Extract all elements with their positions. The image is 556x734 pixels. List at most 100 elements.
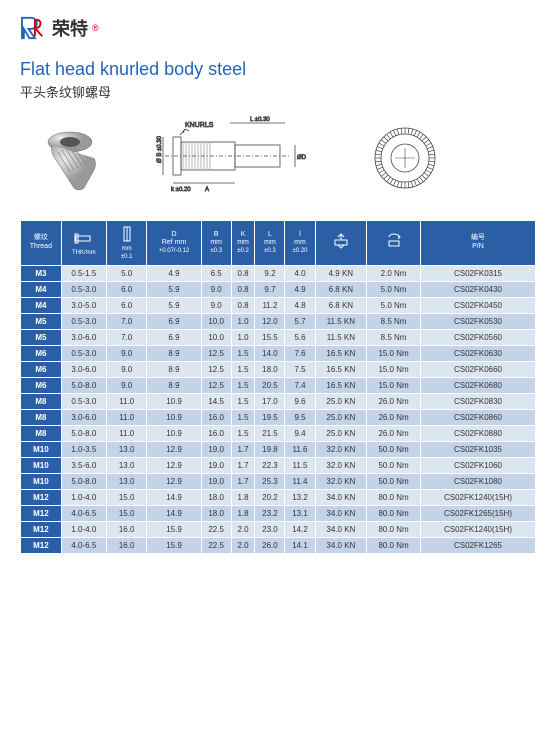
cell: 10.0 [201, 329, 231, 345]
cell: 12.9 [147, 457, 201, 473]
cell: 16.0 [106, 537, 146, 553]
cell: M8 [21, 409, 62, 425]
cell: M10 [21, 473, 62, 489]
col-header-3: DRef mm+0.07/-0.12 [147, 221, 201, 266]
cell: 5.0 Nm [367, 281, 421, 297]
cell: 15.0 Nm [367, 345, 421, 361]
cell: M12 [21, 505, 62, 521]
table-row: M124.0-6.515.014.918.01.823.213.134.0 KN… [21, 505, 536, 521]
cell: 21.5 [255, 425, 285, 441]
cell: 7.0 [106, 313, 146, 329]
cell: 10.9 [147, 425, 201, 441]
svg-text:A: A [205, 187, 209, 193]
cell: 16.5 KN [315, 361, 367, 377]
cell: 19.0 [201, 473, 231, 489]
cell: 5.0-8.0 [61, 425, 106, 441]
table-row: M101.0-3.513.012.919.01.719.811.632.0 KN… [21, 441, 536, 457]
cell: 1.0-4.0 [61, 521, 106, 537]
cell: 4.0-6.5 [61, 537, 106, 553]
brand-trademark: ® [92, 23, 99, 33]
cell: 14.9 [147, 489, 201, 505]
cell: CS02FK1080 [420, 473, 535, 489]
cell: 19.0 [201, 441, 231, 457]
cell: M5 [21, 313, 62, 329]
cell: 13.0 [106, 441, 146, 457]
cell: 9.2 [255, 265, 285, 281]
diagram-section: KNURLS L ±0.30 Ø B ±0.30 ØD k ±0.20 A [155, 115, 335, 200]
cell: 3.0-6.0 [61, 329, 106, 345]
cell: 9.6 [285, 393, 315, 409]
cell: 19.5 [255, 409, 285, 425]
brand-logo: 荣特 ® [20, 15, 536, 41]
spec-table: 螺纹ThreadTHK/mmmm±0.1DRef mm+0.07/-0.12Bm… [20, 220, 536, 554]
cell: 8.5 Nm [367, 313, 421, 329]
cell: 32.0 KN [315, 441, 367, 457]
cell: 34.0 KN [315, 537, 367, 553]
cell: 80.0 Nm [367, 489, 421, 505]
cell: M12 [21, 537, 62, 553]
table-row: M65.0-8.09.08.912.51.520.57.416.5 KN15.0… [21, 377, 536, 393]
cell: 15.0 Nm [367, 377, 421, 393]
table-row: M103.5-6.013.012.919.01.722.311.532.0 KN… [21, 457, 536, 473]
cell: 10.0 [201, 313, 231, 329]
cell: 1.7 [231, 457, 255, 473]
cell: 15.0 [106, 505, 146, 521]
cell: M4 [21, 281, 62, 297]
col-header-5: Kmm±0.2 [231, 221, 255, 266]
cell: 9.0 [106, 361, 146, 377]
cell: 18.0 [201, 489, 231, 505]
cell: 20.5 [255, 377, 285, 393]
cell: CS02FK0430 [420, 281, 535, 297]
cell: 14.0 [255, 345, 285, 361]
cell: 0.5-3.0 [61, 393, 106, 409]
table-body: M30.5-1.55.04.96.50.89.24.04.9 KN2.0 NmC… [21, 265, 536, 553]
cell: CS02FK0530 [420, 313, 535, 329]
cell: 80.0 Nm [367, 521, 421, 537]
cell: 12.5 [201, 345, 231, 361]
cell: 1.0-3.5 [61, 441, 106, 457]
title-english: Flat head knurled body steel [20, 59, 536, 80]
cell: 1.0 [231, 329, 255, 345]
table-row: M85.0-8.011.010.916.01.521.59.425.0 KN26… [21, 425, 536, 441]
cell: CS02FK0560 [420, 329, 535, 345]
cell: 11.0 [106, 409, 146, 425]
cell: 5.9 [147, 281, 201, 297]
cell: 3.0-6.0 [61, 361, 106, 377]
col-header-1: THK/mm [61, 221, 106, 266]
table-row: M124.0-6.516.015.922.52.026.014.134.0 KN… [21, 537, 536, 553]
cell: 1.0-4.0 [61, 489, 106, 505]
cell: 6.9 [147, 313, 201, 329]
cell: CS02FK0830 [420, 393, 535, 409]
cell: CS02FK1265 [420, 537, 535, 553]
cell: 11.5 [285, 457, 315, 473]
cell: 3.0-6.0 [61, 409, 106, 425]
cell: 5.0-8.0 [61, 377, 106, 393]
cell: 5.6 [285, 329, 315, 345]
cell: 22.5 [201, 521, 231, 537]
cell: CS02FK1060 [420, 457, 535, 473]
cell: 6.9 [147, 329, 201, 345]
cell: 18.0 [201, 505, 231, 521]
cell: 26.0 [255, 537, 285, 553]
diagram-row: KNURLS L ±0.30 Ø B ±0.30 ØD k ±0.20 A [20, 115, 536, 200]
cell: CS02FK1240(15H) [420, 489, 535, 505]
cell: 1.8 [231, 489, 255, 505]
diagram-perspective [40, 120, 125, 195]
cell: 6.8 KN [315, 281, 367, 297]
cell: 9.0 [106, 377, 146, 393]
cell: 20.2 [255, 489, 285, 505]
cell: 16.5 KN [315, 345, 367, 361]
cell: 23.0 [255, 521, 285, 537]
table-row: M63.0-6.09.08.912.51.518.07.516.5 KN15.0… [21, 361, 536, 377]
cell: CS02FK0680 [420, 377, 535, 393]
cell: 12.0 [255, 313, 285, 329]
cell: M6 [21, 377, 62, 393]
cell: 13.1 [285, 505, 315, 521]
cell: 8.5 Nm [367, 329, 421, 345]
cell: 1.7 [231, 473, 255, 489]
cell: 16.0 [106, 521, 146, 537]
diagram-front [365, 118, 445, 198]
brand-name: 荣特 [52, 15, 88, 41]
cell: 15.0 [106, 489, 146, 505]
cell: 6.8 KN [315, 297, 367, 313]
